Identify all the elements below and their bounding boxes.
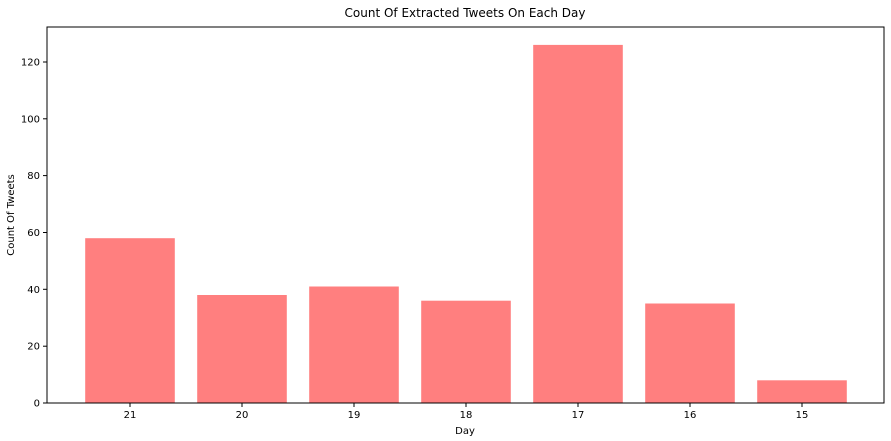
bar-16 bbox=[645, 303, 735, 403]
bar-19 bbox=[309, 286, 399, 403]
bar-20 bbox=[197, 295, 287, 403]
chart-title: Count Of Extracted Tweets On Each Day bbox=[345, 6, 586, 20]
y-tick-label: 100 bbox=[21, 114, 40, 125]
bars-group bbox=[85, 44, 847, 404]
x-tick-label: 15 bbox=[796, 410, 809, 421]
bar-21 bbox=[85, 238, 175, 403]
x-tick-label: 19 bbox=[348, 410, 361, 421]
y-axis-label: Count Of Tweets bbox=[6, 174, 17, 256]
bar-17 bbox=[533, 44, 623, 404]
x-tick-label: 18 bbox=[460, 410, 473, 421]
x-tick-label: 21 bbox=[124, 410, 137, 421]
y-tick-label: 0 bbox=[34, 399, 40, 410]
y-tick-label: 40 bbox=[27, 285, 40, 296]
bar-15 bbox=[757, 380, 847, 403]
x-axis-label: Day bbox=[455, 426, 475, 437]
x-tick-label: 17 bbox=[572, 410, 585, 421]
x-tick-label: 16 bbox=[684, 410, 697, 421]
x-axis: 21 20 19 18 17 16 15 bbox=[124, 403, 809, 421]
x-tick-label: 20 bbox=[236, 410, 249, 421]
bar-18 bbox=[421, 300, 511, 403]
y-tick-label: 80 bbox=[27, 171, 40, 182]
y-tick-label: 60 bbox=[27, 228, 40, 239]
y-axis: 0 20 40 60 80 100 120 bbox=[21, 58, 47, 410]
y-tick-label: 120 bbox=[21, 58, 40, 69]
y-tick-label: 20 bbox=[27, 342, 40, 353]
